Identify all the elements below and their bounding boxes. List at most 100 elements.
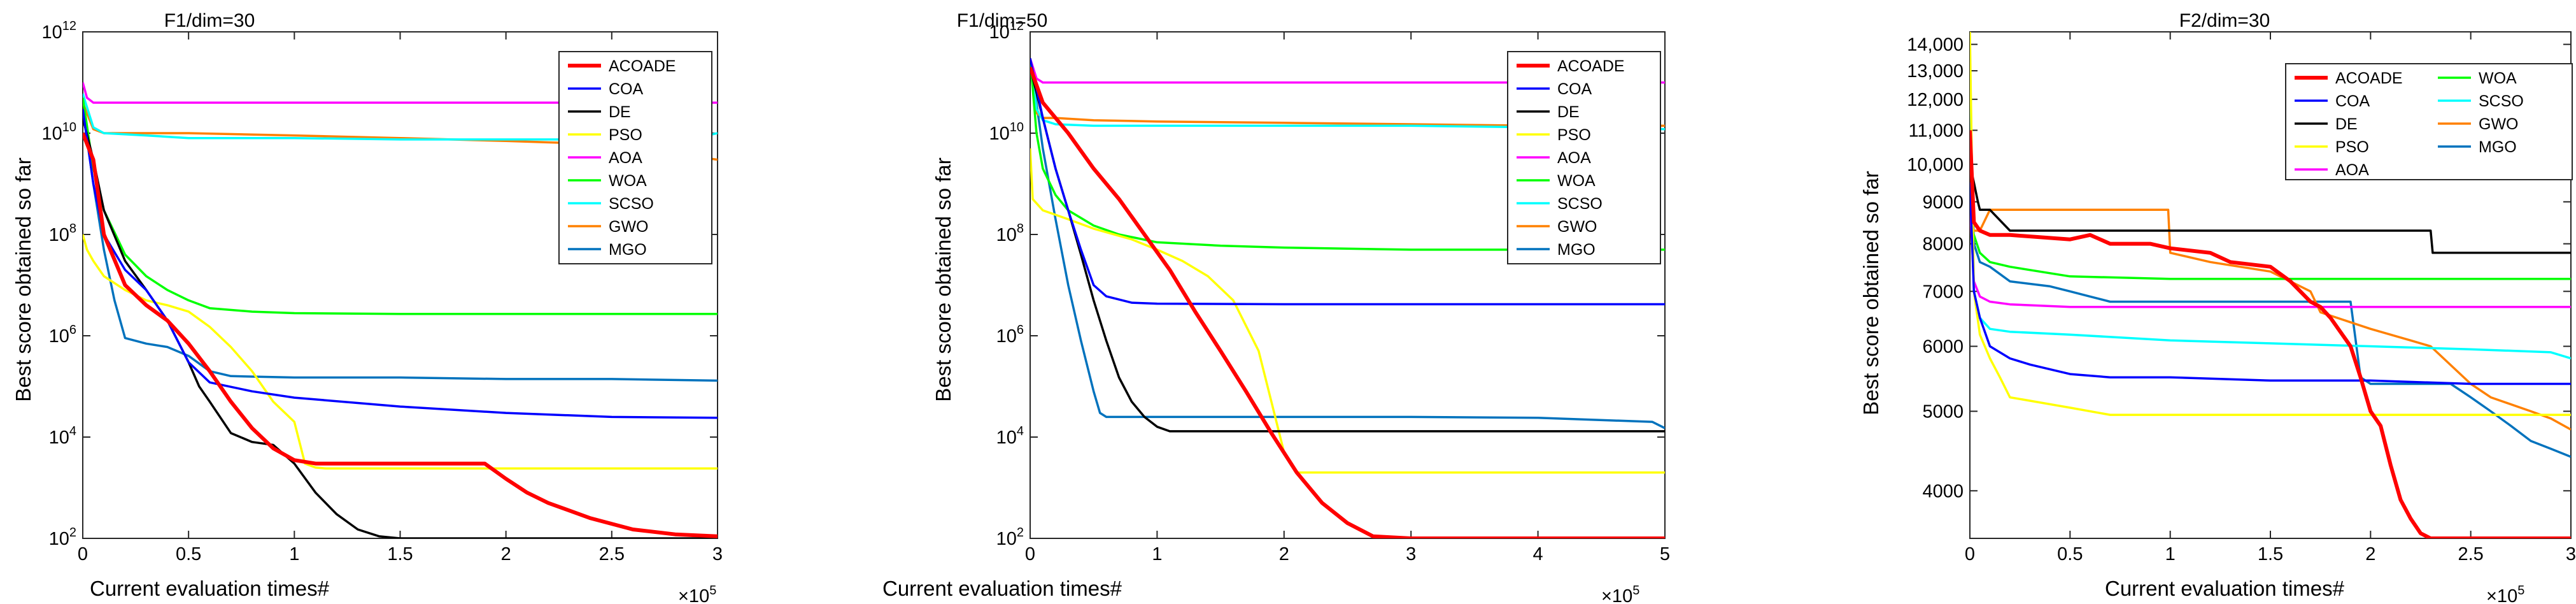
legend-label-de: DE [609,103,631,121]
series-line-acoade [1970,130,2571,538]
x-tick-label: 0 [1965,544,1975,564]
x-axis-label: Current evaluation times# [882,577,1122,600]
y-tick-label: 104 [49,424,76,448]
legend-label-woa: WOA [609,172,647,190]
x-tick-label: 1.5 [387,544,413,564]
series-line-acoade [83,132,718,538]
x-tick-label: 3 [1406,544,1416,564]
chart-title: F1/dim=50 [957,10,1048,31]
series-line-acoade [1030,66,1665,538]
y-tick-label: 7000 [1922,282,1964,302]
y-tick-label: 1012 [989,19,1024,43]
legend-label-pso: PSO [1557,126,1591,144]
series-line-aoa [1970,201,2571,308]
legend-label-scso: SCSO [609,195,654,213]
legend-label-coa: COA [2335,92,2370,110]
legend-label-acoade: ACOADE [1557,57,1625,75]
series-group [1970,32,2571,538]
y-tick-label: 9000 [1922,192,1964,213]
x-tick-label: 2.5 [599,544,625,564]
series-line-coa [1970,182,2571,385]
chart-title: F1/dim=30 [164,10,255,31]
series-line-woa [1970,222,2571,280]
legend-label-gwo: GWO [1557,218,1597,236]
x-tick-label: 4 [1533,544,1543,564]
y-tick-label: 108 [996,222,1024,245]
x-axis-label: Current evaluation times# [2105,577,2345,600]
chart-panel-f2-dim30: F2/dim=30 Current evaluation times# Best… [1859,10,2576,604]
legend-label-aoa: AOA [1557,149,1591,167]
series-line-de [83,117,718,538]
y-tick-label: 6000 [1922,337,1964,357]
y-tick-label: 104 [996,424,1024,448]
legend-label-coa: COA [1557,80,1592,98]
x-tick-label: 0.5 [176,544,201,564]
x-multiplier: ×105 [678,584,716,604]
chart-panel-f1-dim50: F1/dim=50 Current evaluation times# Best… [882,10,1670,604]
x-tick-label: 0 [78,544,88,564]
series-line-coa [1030,58,1665,306]
legend: ACOADE COA DE PSO AOA WOA SCSO GWO MGO [2285,63,2573,180]
x-tick-label: 2 [1279,544,1289,564]
legend: ACOADE COA DE PSO AOA WOA SCSO GWO MGO [558,51,712,264]
x-tick-label: 1 [1152,544,1162,564]
legend-label-aoa: AOA [609,149,642,167]
legend-label-scso: SCSO [2479,92,2524,110]
x-multiplier: ×105 [2486,584,2524,604]
x-tick-label: 3 [2566,544,2576,564]
series-group [1030,58,1665,538]
series-line-de [1970,164,2571,254]
series-line-mgo [1970,99,2571,458]
x-tick-label: 0.5 [2057,544,2083,564]
legend-label-woa: WOA [2479,69,2517,87]
plot-area-frame [1030,31,1666,539]
legend: ACOADE COA DE PSO AOA WOA SCSO GWO MGO [1507,51,1661,264]
x-tick-label: 1.5 [2258,544,2283,564]
legend-label-gwo: GWO [609,218,649,236]
chart-title: F2/dim=30 [2179,10,2270,31]
legend-label-mgo: MGO [609,241,647,259]
y-tick-label: 108 [49,222,76,245]
x-tick-label: 2.5 [2458,544,2484,564]
x-tick-label: 3 [712,544,723,564]
series-line-pso [83,234,718,470]
legend-label-de: DE [1557,103,1580,121]
y-tick-label: 11,000 [1908,121,1964,141]
legend-label-pso: PSO [609,126,642,144]
legend-label-mgo: MGO [2479,138,2517,156]
y-tick-label: 1012 [41,19,76,43]
series-line-aoa [1030,58,1665,84]
chart-panel-f1-dim30: F1/dim=30 Current evaluation times# Best… [11,10,723,604]
series-line-woa [1030,58,1665,251]
y-tick-label: 102 [996,526,1024,549]
legend-label-scso: SCSO [1557,195,1603,213]
legend-label-mgo: MGO [1557,241,1596,259]
y-tick-label: 10,000 [1907,155,1964,175]
series-line-mgo [83,108,718,382]
legend-label-coa: COA [609,80,644,98]
series-line-mgo [1030,58,1665,429]
y-tick-label: 1010 [41,120,76,144]
x-tick-label: 2 [2365,544,2375,564]
y-axis-label: Best score obtained so far [931,157,955,401]
y-tick-label: 1010 [989,120,1024,144]
series-line-scso [1030,58,1665,131]
y-tick-label: 102 [49,526,76,549]
y-axis-label: Best score obtained so far [1859,171,1883,415]
x-tick-label: 1 [2165,544,2176,564]
x-tick-label: 0 [1025,544,1035,564]
y-tick-label: 106 [49,323,76,347]
x-tick-label: 5 [1660,544,1670,564]
series-line-gwo [1970,208,2571,431]
x-axis-label: Current evaluation times# [90,577,330,600]
y-tick-label: 8000 [1922,234,1964,255]
legend-label-woa: WOA [1557,172,1596,190]
y-tick-label: 5000 [1922,402,1964,422]
legend-label-aoa: AOA [2335,161,2369,179]
y-tick-label: 14,000 [1907,35,1964,55]
y-tick-label: 13,000 [1907,61,1964,82]
legend-label-acoade: ACOADE [2335,69,2403,87]
series-line-pso [1970,32,2571,416]
y-tick-label: 106 [996,323,1024,347]
